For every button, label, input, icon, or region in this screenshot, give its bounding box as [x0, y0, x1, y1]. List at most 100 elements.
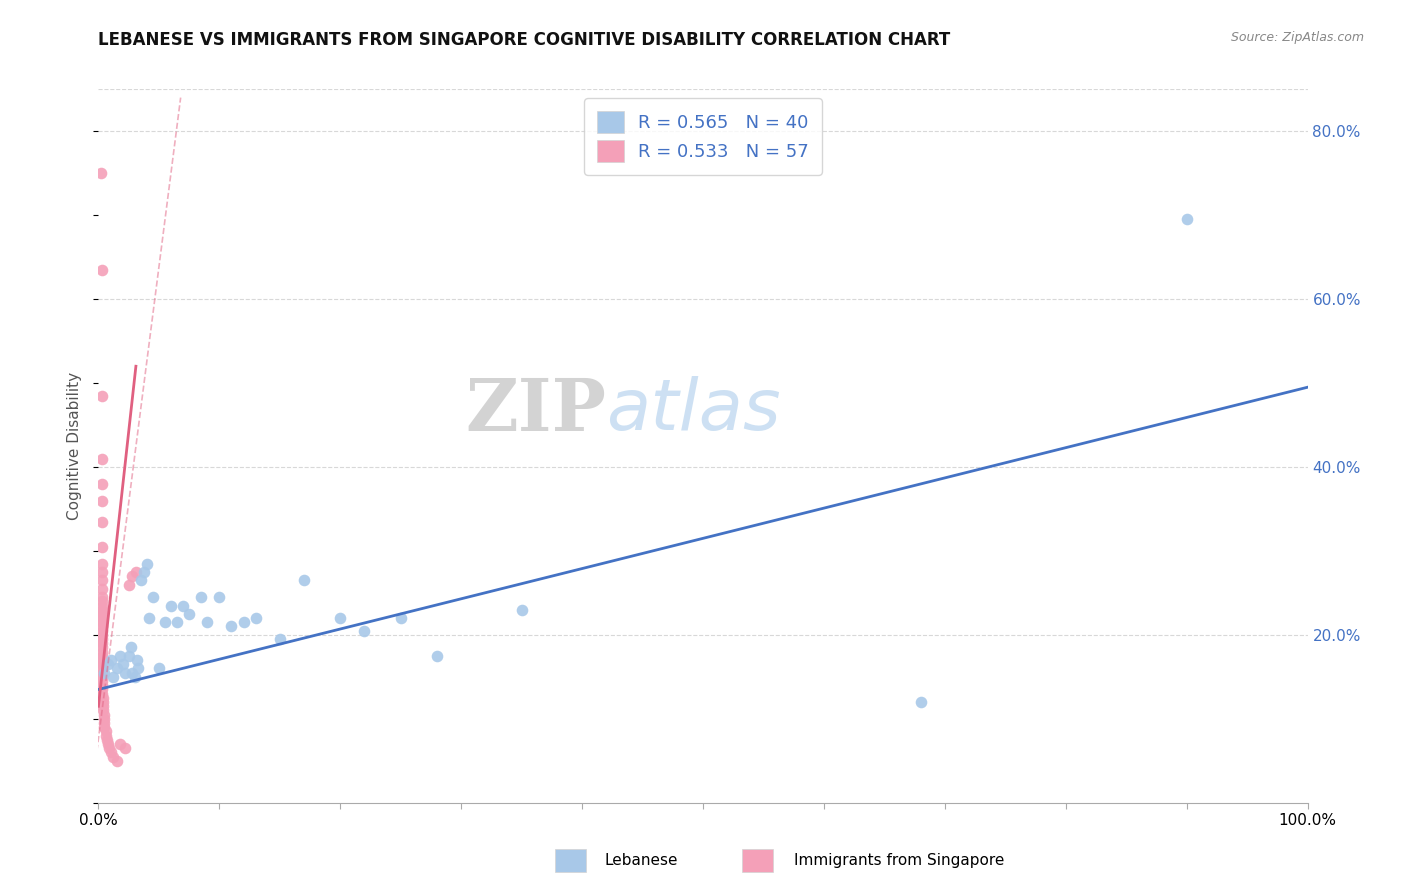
Point	[114, 741, 136, 756]
Point	[91, 476, 114, 491]
Point	[269, 632, 291, 646]
Point	[93, 665, 115, 680]
Point	[148, 661, 170, 675]
Point	[96, 732, 118, 747]
Point	[108, 648, 131, 663]
Point	[190, 590, 212, 604]
Point	[91, 557, 114, 571]
Point	[91, 615, 114, 630]
Point	[91, 670, 114, 684]
Point	[153, 615, 176, 630]
Point	[93, 716, 115, 731]
Point	[329, 611, 352, 625]
Point	[426, 648, 449, 663]
Point	[91, 262, 114, 277]
Point	[138, 611, 160, 625]
Point	[910, 695, 932, 709]
Point	[160, 599, 183, 613]
Point	[91, 389, 114, 403]
Point	[91, 493, 114, 508]
Point	[245, 611, 267, 625]
Point	[129, 574, 152, 588]
Point	[91, 515, 114, 529]
Point	[91, 699, 114, 714]
Point	[389, 611, 412, 625]
Point	[91, 640, 114, 655]
Point	[91, 607, 114, 621]
Point	[134, 565, 156, 579]
Point	[118, 648, 141, 663]
Point	[124, 670, 146, 684]
Point	[353, 624, 375, 638]
Point	[97, 737, 120, 751]
Point	[94, 729, 117, 743]
Point	[91, 653, 114, 667]
Text: Immigrants from Singapore: Immigrants from Singapore	[794, 854, 1005, 868]
Point	[91, 540, 114, 554]
Point	[91, 594, 114, 608]
Point	[292, 574, 315, 588]
Point	[91, 678, 114, 692]
Point	[91, 632, 114, 646]
Point	[1175, 212, 1198, 227]
Point	[91, 690, 114, 705]
Point	[91, 703, 114, 717]
Point	[105, 754, 128, 768]
Point	[100, 653, 122, 667]
Point	[91, 574, 114, 588]
Text: LEBANESE VS IMMIGRANTS FROM SINGAPORE COGNITIVE DISABILITY CORRELATION CHART: LEBANESE VS IMMIGRANTS FROM SINGAPORE CO…	[98, 31, 950, 49]
Point	[510, 603, 533, 617]
Point	[172, 599, 194, 613]
Point	[91, 451, 114, 466]
Point	[91, 674, 114, 689]
Point	[93, 707, 115, 722]
Point	[91, 661, 114, 675]
Point	[120, 640, 142, 655]
Point	[101, 749, 124, 764]
Point	[101, 670, 124, 684]
Point	[91, 624, 114, 638]
Point	[91, 590, 114, 604]
Point	[97, 657, 120, 672]
Point	[91, 645, 114, 659]
Point	[91, 628, 114, 642]
Point	[94, 724, 117, 739]
Point	[195, 615, 218, 630]
Point	[118, 577, 141, 591]
Point	[166, 615, 188, 630]
Point	[93, 720, 115, 734]
Point	[91, 582, 114, 596]
Point	[125, 565, 148, 579]
Point	[105, 661, 128, 675]
Point	[91, 665, 114, 680]
Point	[91, 657, 114, 672]
Point	[91, 619, 114, 633]
Point	[135, 557, 157, 571]
Point	[127, 653, 149, 667]
Point	[208, 590, 231, 604]
Point	[93, 712, 115, 726]
Point	[114, 665, 136, 680]
Point	[98, 741, 121, 756]
Point	[90, 166, 112, 180]
Legend: R = 0.565   N = 40, R = 0.533   N = 57: R = 0.565 N = 40, R = 0.533 N = 57	[585, 98, 821, 175]
Y-axis label: Cognitive Disability: Cognitive Disability	[67, 372, 83, 520]
Point	[100, 746, 122, 760]
Point	[121, 569, 143, 583]
Point	[91, 682, 114, 697]
Point	[91, 636, 114, 650]
Point	[108, 737, 131, 751]
Point	[91, 565, 114, 579]
Point	[91, 599, 114, 613]
Point	[221, 619, 243, 633]
Point	[111, 657, 134, 672]
Text: Lebanese: Lebanese	[605, 854, 678, 868]
Text: Source: ZipAtlas.com: Source: ZipAtlas.com	[1230, 31, 1364, 45]
Point	[121, 665, 143, 680]
Point	[91, 687, 114, 701]
Text: atlas: atlas	[606, 376, 780, 445]
Point	[232, 615, 254, 630]
Point	[91, 611, 114, 625]
Point	[91, 695, 114, 709]
Point	[127, 661, 149, 675]
